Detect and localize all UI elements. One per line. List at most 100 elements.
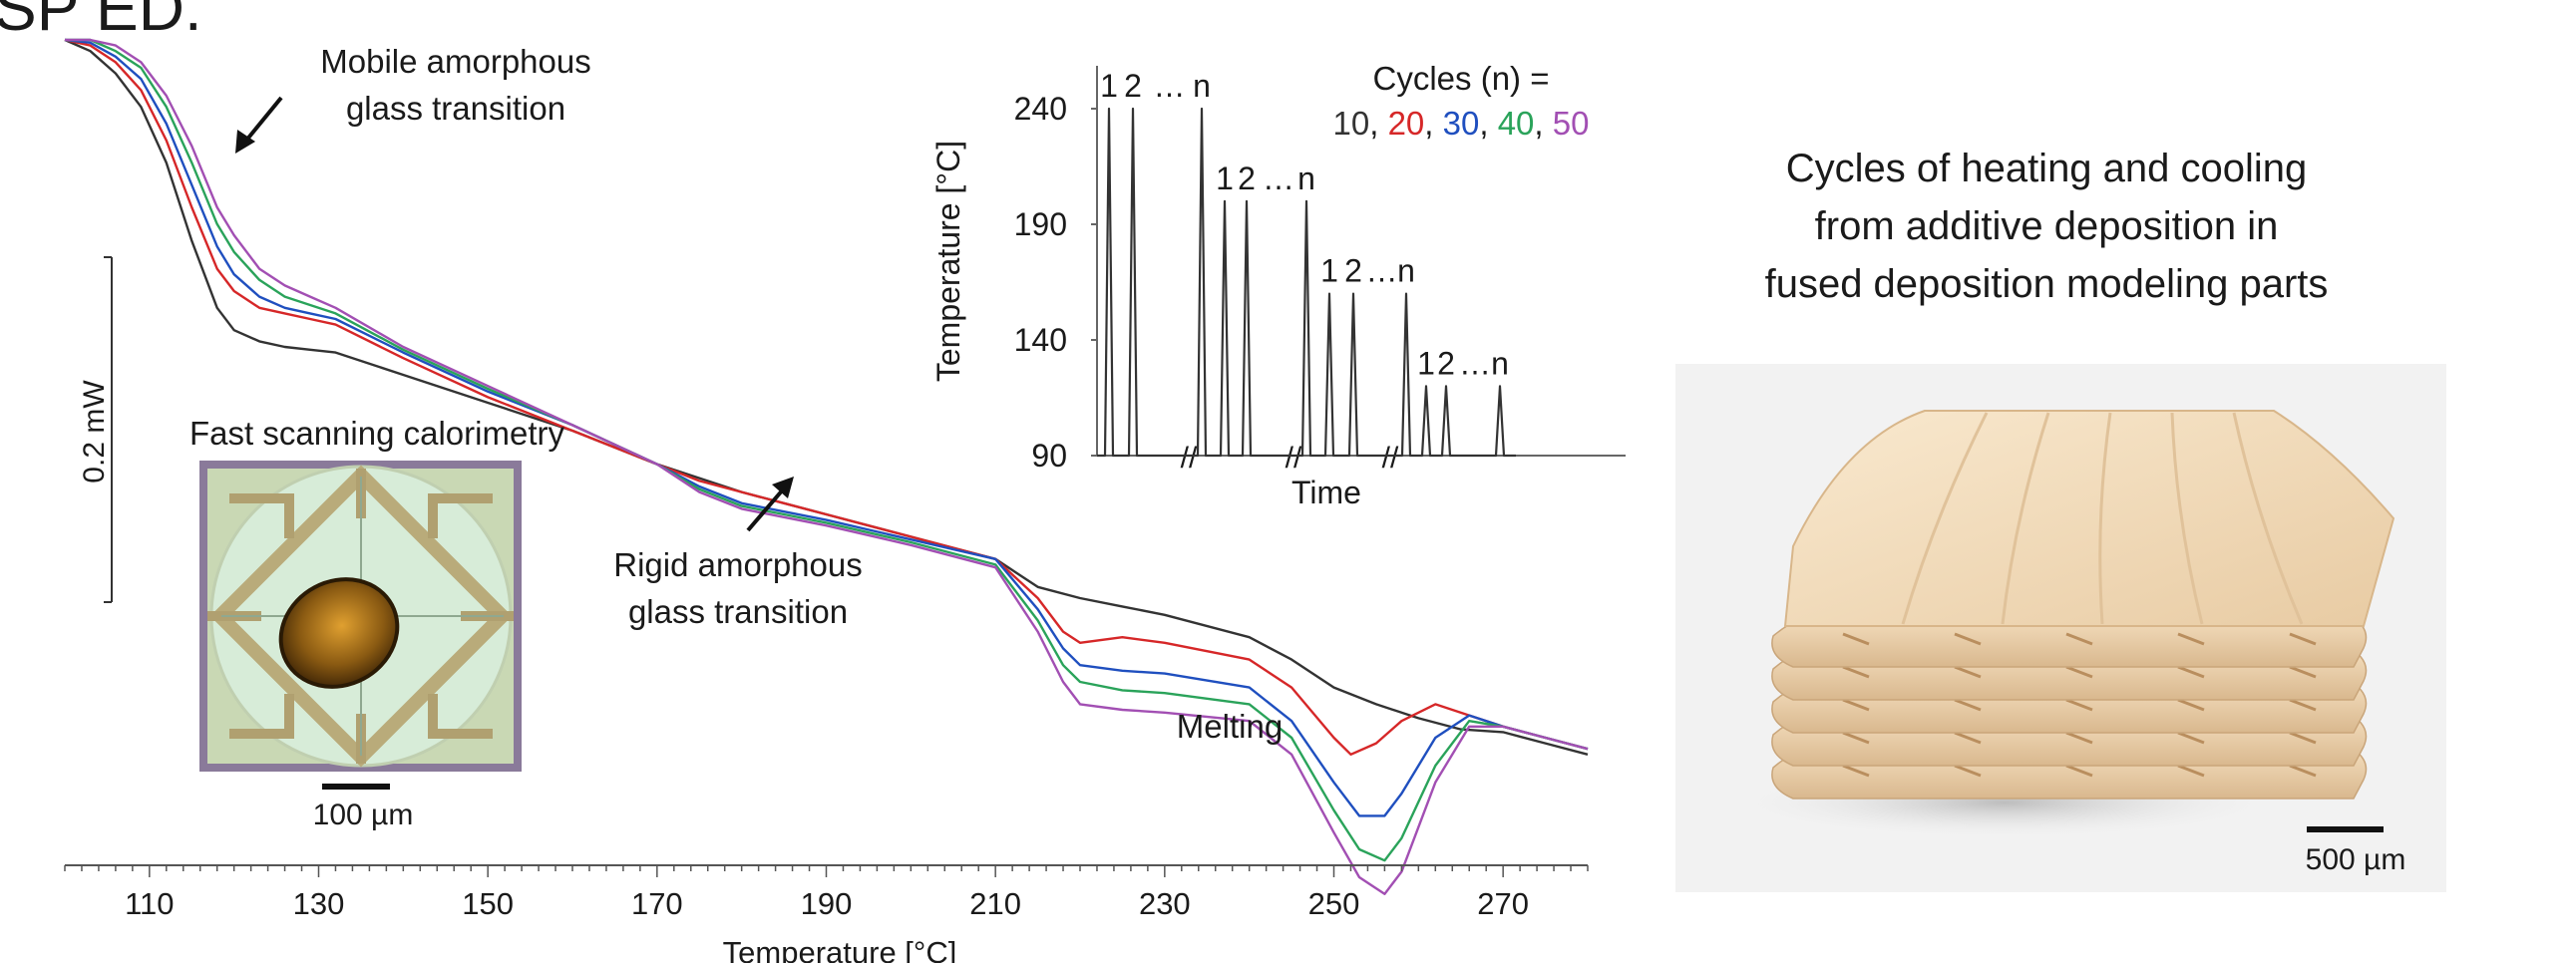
filament-gap xyxy=(2065,731,2093,745)
filament-gap xyxy=(2065,632,2093,646)
legend-title: Cycles (n) = xyxy=(1373,60,1550,97)
legend-entry-20: 20 xyxy=(1388,105,1425,142)
polymer-sample xyxy=(278,577,400,689)
heading-fragment: SP ED. xyxy=(0,0,202,44)
filament-gap xyxy=(1954,698,1982,712)
peak-label: n xyxy=(1193,68,1211,104)
top-filament-seam xyxy=(2098,412,2112,625)
x-tick-label: 110 xyxy=(125,886,174,921)
filament-gap xyxy=(2065,764,2093,778)
top-filament-seam xyxy=(1901,412,1989,625)
filament-gap xyxy=(2289,665,2317,679)
chip-heater-diamond xyxy=(209,465,513,768)
axis-break: // xyxy=(1382,442,1399,475)
scale-bar-label: 0.2 mW xyxy=(78,380,111,483)
filament-gap xyxy=(2065,665,2093,679)
peak-label: n xyxy=(1297,160,1315,196)
legend-entry-50: 50 xyxy=(1553,105,1590,142)
inset-y-tick-label: 240 xyxy=(1014,91,1067,127)
x-tick-label: 170 xyxy=(631,886,683,921)
top-filament-seam xyxy=(2170,412,2204,625)
top-filament-seam xyxy=(2001,412,2050,625)
filament-gap xyxy=(2289,731,2317,745)
legend-separator: , xyxy=(1534,105,1552,142)
mobile-arrow xyxy=(243,96,283,144)
peak-label: 1 xyxy=(1100,68,1118,104)
legend-separator: , xyxy=(1369,105,1387,142)
fdm-part-render xyxy=(1675,364,2446,892)
filament-gap xyxy=(2289,698,2317,712)
peak-label: 2 xyxy=(1437,345,1455,381)
x-tick-label: 250 xyxy=(1308,886,1360,921)
peak-label: … xyxy=(1263,160,1294,196)
annotation-rigid-line1: Rigid amorphous xyxy=(613,546,862,583)
fsc-inset: Fast scanning calorimetry 100 µm xyxy=(189,415,564,831)
filament-gap xyxy=(2177,665,2205,679)
peak-label: 1 xyxy=(1216,160,1234,196)
fdm-top-layer xyxy=(1783,410,2395,627)
x-axis-label: Temperature [°C] xyxy=(723,935,957,963)
peak-label: n xyxy=(1397,253,1415,289)
peak-label: 1 xyxy=(1320,253,1338,289)
filament-gap xyxy=(2177,764,2205,778)
x-ticks xyxy=(64,865,1589,877)
fsc-label: Fast scanning calorimetry xyxy=(189,415,564,452)
peak-label: 2 xyxy=(1238,160,1256,196)
axis-break: // xyxy=(1181,442,1198,475)
peak-label: … xyxy=(1459,345,1491,381)
caption-line-1: Cycles of heating and cooling xyxy=(1786,147,2308,190)
inset-peak-labels: 1 2… n1 2… n1 2… n1 2… n xyxy=(1100,68,1509,381)
annotation-mobile-line2: glass transition xyxy=(346,90,565,127)
mobile-arrowhead xyxy=(235,130,255,154)
legend-entry-10: 10 xyxy=(1333,105,1370,142)
x-tick-label: 190 xyxy=(801,886,853,921)
dsc-chart: 110 130 150 170 190 210 230 250 270 Temperature … xyxy=(64,38,1589,963)
caption-line-2: from additive deposition in xyxy=(1815,204,2279,248)
rigid-arrow xyxy=(746,486,786,532)
filament-gap xyxy=(2289,632,2317,646)
peak-label: n xyxy=(1491,345,1509,381)
filament-gap xyxy=(1954,731,1982,745)
fdm-layers xyxy=(1771,410,2395,800)
annotation-melting: Melting xyxy=(1177,708,1283,745)
x-tick-labels: 110 130 150 170 190 210 230 250 270 xyxy=(125,886,1529,921)
x-tick-label: 130 xyxy=(293,886,345,921)
inset-y-tick-label: 190 xyxy=(1014,206,1067,242)
dsc-series-40 xyxy=(65,38,1589,862)
filament-gap xyxy=(2177,632,2205,646)
render-scale-label: 500 µm xyxy=(2306,843,2406,876)
filament-gap xyxy=(1954,632,1982,646)
dsc-series-50 xyxy=(65,38,1589,895)
legend-separator: , xyxy=(1424,105,1442,142)
inset-y-tick-label: 140 xyxy=(1014,322,1067,358)
peak-label: 2 xyxy=(1124,68,1142,104)
inset-trace: // // // xyxy=(1097,107,1516,475)
peak-label: … xyxy=(1154,68,1186,104)
legend-separator: , xyxy=(1479,105,1497,142)
annotation-mobile-line1: Mobile amorphous xyxy=(320,43,590,80)
dsc-curves xyxy=(64,38,1589,895)
x-tick-label: 270 xyxy=(1477,886,1529,921)
filament-gap xyxy=(2065,698,2093,712)
x-tick-label: 150 xyxy=(462,886,514,921)
caption-line-3: fused deposition modeling parts xyxy=(1765,262,2329,306)
x-tick-label: 230 xyxy=(1139,886,1191,921)
filament-gap xyxy=(1954,764,1982,778)
filament-gap xyxy=(1842,665,1870,679)
legend-entry-40: 40 xyxy=(1498,105,1535,142)
rigid-arrowhead xyxy=(772,477,794,498)
photo-scale-label: 100 µm xyxy=(313,799,414,831)
filament-gap xyxy=(1842,698,1870,712)
legend-values: 10, 20, 30, 40, 50 xyxy=(1333,105,1590,142)
filament-gap xyxy=(1954,665,1982,679)
x-tick-label: 210 xyxy=(969,886,1021,921)
legend-entry-30: 30 xyxy=(1443,105,1480,142)
inset-y-tick-label: 90 xyxy=(1031,438,1067,474)
filament-gap xyxy=(2289,764,2317,778)
filament-gap xyxy=(1842,632,1870,646)
axis-break: // xyxy=(1286,442,1302,475)
inset-y-ticks xyxy=(1091,108,1097,457)
top-filament-seam xyxy=(2232,412,2304,625)
